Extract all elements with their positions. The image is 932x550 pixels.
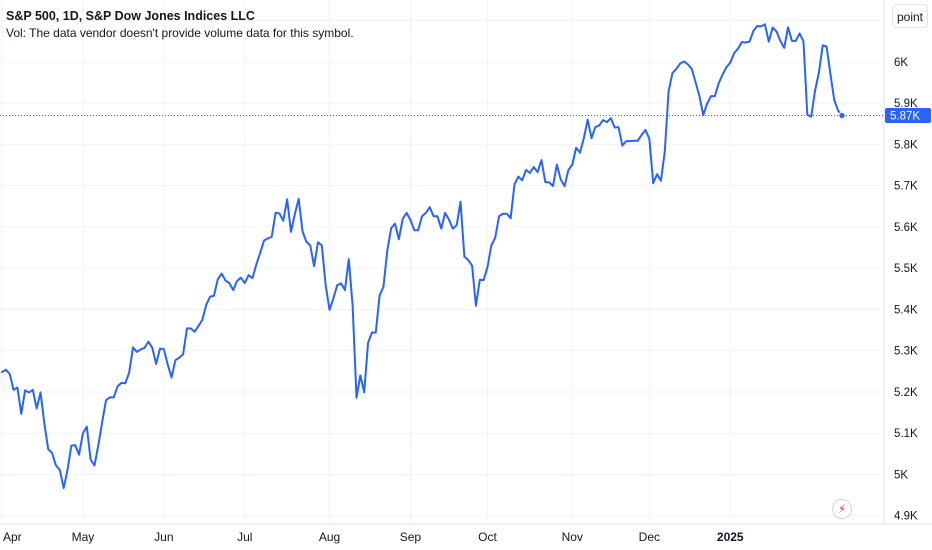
y-tick-label: 5.2K [894,387,918,399]
x-tick-label: Jun [154,530,173,544]
y-tick-label: 5.7K [894,181,918,193]
y-tick-label: 5.4K [894,304,918,316]
lightning-bolt-icon[interactable]: ⚡ [832,499,852,519]
price-unit-button[interactable]: point [892,4,928,28]
time-scale[interactable]: Apr May Jun Jul Aug Sep Oct Nov Dec 2025 [3,530,744,544]
horizontal-grid [0,20,884,517]
y-tick-label: 5.1K [894,428,918,440]
y-tick-label: 5K [894,469,908,481]
x-tick-label: Aug [319,530,340,544]
x-tick-label: 2025 [717,530,744,544]
x-tick-label: Jul [237,530,252,544]
x-tick-label: Oct [478,530,497,544]
y-tick-label: 4.9K [894,511,918,523]
symbol-title: S&P 500, 1D, S&P Dow Jones Indices LLC [6,9,255,23]
y-tick-label: 5.9K [894,98,918,110]
volume-note: Vol: The data vendor doesn't provide vol… [6,26,354,40]
y-tick-label: 6K [894,57,908,69]
price-scale[interactable]: 4.9K 5K 5.1K 5.2K 5.3K 5.4K 5.5K 5.6K 5.7K 5.8K 5.… [894,16,918,523]
last-price-point [838,111,846,120]
y-tick-label: 5.5K [894,263,918,275]
vertical-grid [1,0,731,524]
x-tick-label: Nov [562,530,583,544]
chart-legend: S&P 500, 1D, S&P Dow Jones Indices LLC V… [6,8,354,42]
y-tick-label: 5.8K [894,139,918,151]
x-tick-label: May [72,530,95,544]
last-price-label: 5.87K [890,111,920,123]
y-tick-label: 5.3K [894,346,918,358]
x-tick-label: Sep [400,530,422,544]
last-price-badge: 5.87K [885,108,931,124]
x-tick-label: Dec [639,530,660,544]
y-tick-label: 5.6K [894,222,918,234]
price-series-line [1,23,843,490]
x-tick-label: Apr [3,530,22,544]
